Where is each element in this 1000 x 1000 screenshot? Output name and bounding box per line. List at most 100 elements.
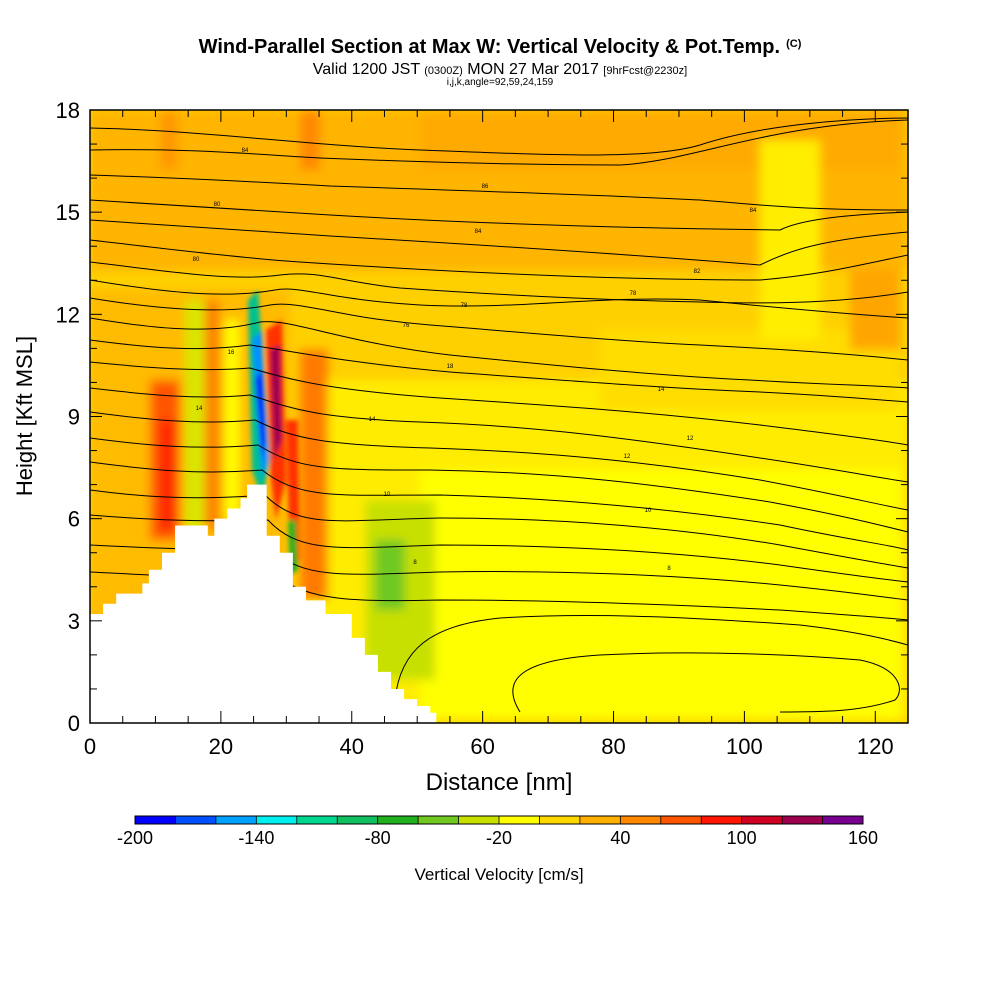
contour-label: 82 [694,269,701,275]
colorbar-swatch [701,816,743,824]
copyright-mark: (C) [786,38,802,50]
chart-subtitle: Valid 1200 JST (0300Z) MON 27 Mar 2017 [… [0,61,1000,79]
chart-title: Wind-Parallel Section at Max W: Vertical… [0,36,1000,59]
theta-contour-4 [90,199,908,231]
theta-contour-22 [512,652,900,713]
band-yellow [225,320,239,520]
core-updraft [270,345,282,460]
theta-contour-12 [90,361,908,446]
colorbar-label: Vertical Velocity [cm/s] [414,865,583,884]
theta-contour-15 [90,437,908,533]
colorbar-swatch [822,816,864,824]
x-tick-label: 40 [340,734,364,759]
colorbar-tick-label: 160 [848,828,878,848]
plot-area [90,110,908,723]
forecast-info: [9hrFcst@2230z] [603,65,688,77]
colorbar-swatch [135,816,176,824]
contour-label: 14 [658,387,665,393]
contour-label: 8 [667,566,671,572]
valid-time: Valid 1200 JST [312,61,420,78]
colorbar-tick-label: -80 [365,828,391,848]
colorbar-swatch [296,816,338,824]
colorbar-swatch [539,816,581,824]
theta-contour-13 [90,387,908,483]
valid-zulu: (0300Z) [424,65,463,77]
colorbar-swatch [499,816,540,824]
contour-label: 84 [242,148,249,154]
theta-contour-2 [90,119,908,166]
y-tick-label: 6 [68,507,80,532]
y-axis: 0 3 6 9 12 15 18 [56,98,908,736]
y-tick-label: 0 [68,711,80,736]
contour-label: 78 [461,303,468,309]
core-bands [248,290,300,575]
colorbar-swatch [418,816,460,824]
contour-label: 12 [624,454,631,460]
contour-label: 80 [193,257,200,263]
x-tick-label: 60 [470,734,494,759]
theta-contour-16 [90,461,908,551]
theta-contour-17 [90,489,908,569]
theta-contour-5 [90,219,908,266]
contour-label: 86 [482,184,489,190]
colorbar-swatch [337,816,379,824]
terrain-mask [90,484,437,723]
x-tick-label: 20 [209,734,233,759]
contour-label: 14 [196,406,203,412]
theta-contour-21 [394,615,908,701]
contour-label: 84 [750,208,757,214]
colorbar-swatch [256,816,298,824]
theta-contour-1 [90,117,908,156]
band-orange-left [205,300,219,530]
colorbar-tick-label: -200 [117,828,153,848]
top-band-2 [160,110,178,170]
y-tick-label: 9 [68,405,80,430]
theta-contour-11 [90,339,908,403]
contour-label: 16 [228,350,235,356]
contour-label: 76 [403,323,410,329]
y-tick-label: 12 [56,302,80,327]
theta-contour-14 [90,411,908,511]
green-patch-deep [375,540,405,610]
x-tick-label: 0 [84,734,96,759]
colorbar: -200 -140 -80 -20 40 100 160 [117,815,878,848]
contour-label: 14 [369,417,376,423]
contour-label: 8 [413,560,417,566]
contour-labels: 84 86 84 84 80 82 80 78 78 76 16 18 14 1… [193,148,757,572]
x-tick-label: 100 [726,734,763,759]
band-right-orange [300,350,328,600]
contour-label: 84 [475,229,482,235]
x-axis: 0 20 40 60 80 100 120 [84,110,909,759]
right-patch [850,270,900,350]
theta-contour-8 [90,279,908,319]
theta-contour-9 [90,297,908,361]
section-params: i,j,k,angle=92,59,24,159 [446,77,554,88]
colorbar-swatch [741,816,783,824]
colorbar-tick-label: -20 [486,828,512,848]
top-band [300,110,320,170]
contour-label: 80 [214,202,221,208]
colorbar-swatch [660,816,702,824]
theta-contour-6 [90,239,908,281]
colorbar-tick-label: -140 [238,828,274,848]
theta-contour-10 [90,317,908,389]
colorbar-tick-label: 40 [610,828,630,848]
colorbar-swatch [782,816,824,824]
chart-title-text: Wind-Parallel Section at Max W: Vertical… [198,36,781,58]
x-axis-label: Distance [nm] [426,769,573,796]
y-axis-label: Height [Kft MSL] [12,336,37,496]
x-tick-label: 80 [601,734,625,759]
contour-label: 10 [645,508,652,514]
theta-contour-7 [90,261,908,304]
theta-contour-3 [90,174,908,211]
contour-label: 12 [687,436,694,442]
colorbar-tick-label: 100 [727,828,757,848]
upper-field-dark [420,110,900,170]
lower-right-light [420,470,900,720]
contour-label: 18 [447,364,454,370]
y-tick-label: 3 [68,609,80,634]
colorbar-swatch [458,816,500,824]
colorbar-swatch [215,816,257,824]
contour-label: 78 [630,291,637,297]
